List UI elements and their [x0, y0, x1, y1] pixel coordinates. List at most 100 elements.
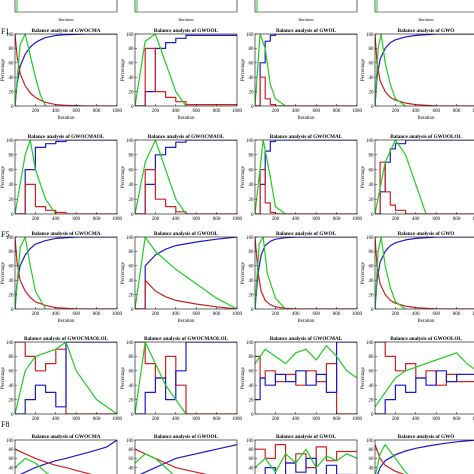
series-line-blue [15, 140, 117, 214]
x-tick-label: 400 [172, 109, 180, 114]
y-tick-label: 100 [246, 439, 254, 444]
x-tick-label: 400 [412, 217, 420, 222]
partial-x-axis-label: Iteration [58, 17, 74, 22]
axes-frame [134, 236, 238, 310]
y-tick-label: 80 [129, 250, 135, 255]
x-tick-label: 1000 [472, 109, 474, 114]
y-axis-label: Percentage [361, 366, 366, 389]
x-tick-label: 400 [52, 217, 60, 222]
panel-title: Balance analysis of GWOCMAOLOL [24, 336, 109, 342]
x-axis-label: Iteration [178, 116, 195, 121]
partial-x-axis-label: Iteration [298, 17, 314, 22]
y-tick-label: 60 [249, 265, 255, 270]
x-tick-label: 600 [312, 312, 320, 317]
x-tick-label: 800 [93, 312, 101, 317]
y-axis-label: Percentage [121, 58, 126, 81]
y-tick-label: 100 [246, 236, 254, 241]
y-tick-label: 20 [249, 293, 255, 298]
x-tick-label: 1000 [352, 312, 363, 317]
x-tick-label: 400 [292, 217, 300, 222]
panel-title: Balance analysis of GWOCMAOL [148, 134, 225, 140]
y-axis-label: Percentage [1, 366, 6, 389]
series-line-green [375, 34, 406, 106]
x-tick-label: 400 [52, 417, 60, 422]
panel-title: Balance analysis of GWO [398, 28, 455, 34]
y-tick-label: 20 [9, 198, 15, 203]
y-tick-label: 0 [131, 105, 134, 110]
y-axis-label: Percentage [1, 261, 6, 284]
series-line-green [135, 140, 187, 214]
series-line-green [255, 345, 357, 379]
x-axis-label: Iteration [178, 319, 195, 324]
partial-panel-top-1: Iteration [14, 0, 118, 22]
y-tick-label: 20 [249, 90, 255, 95]
axes-frame [374, 33, 474, 107]
y-tick-label: 100 [366, 439, 374, 444]
x-tick-label: 800 [213, 417, 221, 422]
series-line-red [15, 183, 117, 214]
panel-title: Balance analysis of GWOL [276, 231, 337, 237]
panel-title: Balance analysis of GWOL [276, 28, 337, 34]
x-tick-label: 200 [32, 312, 40, 317]
panel-r2c1: Balance analysis of GWOCMAOL 0 20 40 60 80 100… [1, 134, 123, 222]
axes-frame [374, 139, 474, 215]
panel-title: Balance analysis of GWOCMA [31, 28, 100, 34]
y-tick-label: 40 [9, 279, 15, 284]
y-tick-label: 100 [366, 33, 374, 38]
axes-frame [14, 439, 118, 474]
y-axis-label: Percentage [361, 58, 366, 81]
x-tick-label: 1000 [112, 217, 123, 222]
partial-x-axis-label: Iteration [178, 17, 194, 22]
y-axis-label: Percentage [241, 165, 246, 188]
y-tick-label: 100 [126, 341, 134, 346]
y-tick-label: 60 [9, 370, 15, 375]
panel-title: Balance analysis of GWOCMAOL [28, 134, 105, 140]
series-line-green [135, 237, 237, 309]
y-tick-label: 80 [129, 154, 135, 159]
series-line-red [135, 342, 237, 414]
x-tick-label: 800 [213, 217, 221, 222]
x-tick-label: 600 [192, 417, 200, 422]
x-tick-label: 800 [333, 312, 341, 317]
y-tick-label: 80 [249, 250, 255, 255]
series-line-blue [255, 34, 357, 106]
series-line-blue [255, 237, 357, 309]
y-axis-label: Percentage [241, 366, 246, 389]
series-line-blue [375, 237, 474, 309]
series-line-green [375, 140, 427, 214]
x-tick-label: 800 [453, 417, 461, 422]
y-tick-label: 60 [249, 62, 255, 67]
x-tick-label: 600 [432, 109, 440, 114]
y-tick-label: 40 [129, 76, 135, 81]
x-tick-label: 400 [52, 109, 60, 114]
panel-r3c4: Balance analysis of GWO 0 20 40 60 80 100 Perce… [361, 231, 474, 324]
x-tick-label: 600 [432, 417, 440, 422]
y-tick-label: 60 [369, 457, 375, 462]
x-tick-label: 1000 [232, 217, 243, 222]
y-tick-label: 20 [369, 293, 375, 298]
panel-r3c3: Balance analysis of GWOL 0 20 40 60 80 100 Perc… [241, 231, 363, 324]
x-tick-label: 1000 [112, 417, 123, 422]
axes-frame [134, 33, 238, 107]
series-line-green [15, 140, 57, 214]
y-tick-label: 40 [369, 466, 375, 471]
panel-r2c2: Balance analysis of GWOCMAOL 0 20 40 60 80 100… [121, 134, 243, 222]
y-tick-label: 80 [369, 47, 375, 52]
y-tick-label: 0 [11, 308, 14, 313]
y-tick-label: 40 [129, 279, 135, 284]
y-tick-label: 20 [129, 90, 135, 95]
x-tick-label: 400 [292, 312, 300, 317]
y-tick-label: 80 [9, 355, 15, 360]
series-line-red [15, 448, 92, 474]
x-tick-label: 600 [72, 312, 80, 317]
axes-frame [254, 236, 358, 310]
y-tick-label: 100 [6, 341, 14, 346]
y-tick-label: 100 [126, 139, 134, 144]
panel-title: Balance analysis of GWOOLOL [390, 134, 462, 140]
y-tick-label: 20 [249, 198, 255, 203]
x-tick-label: 400 [52, 312, 60, 317]
x-tick-label: 400 [292, 109, 300, 114]
y-tick-label: 40 [369, 279, 375, 284]
x-tick-label: 600 [432, 312, 440, 317]
series-line-green [375, 444, 409, 474]
